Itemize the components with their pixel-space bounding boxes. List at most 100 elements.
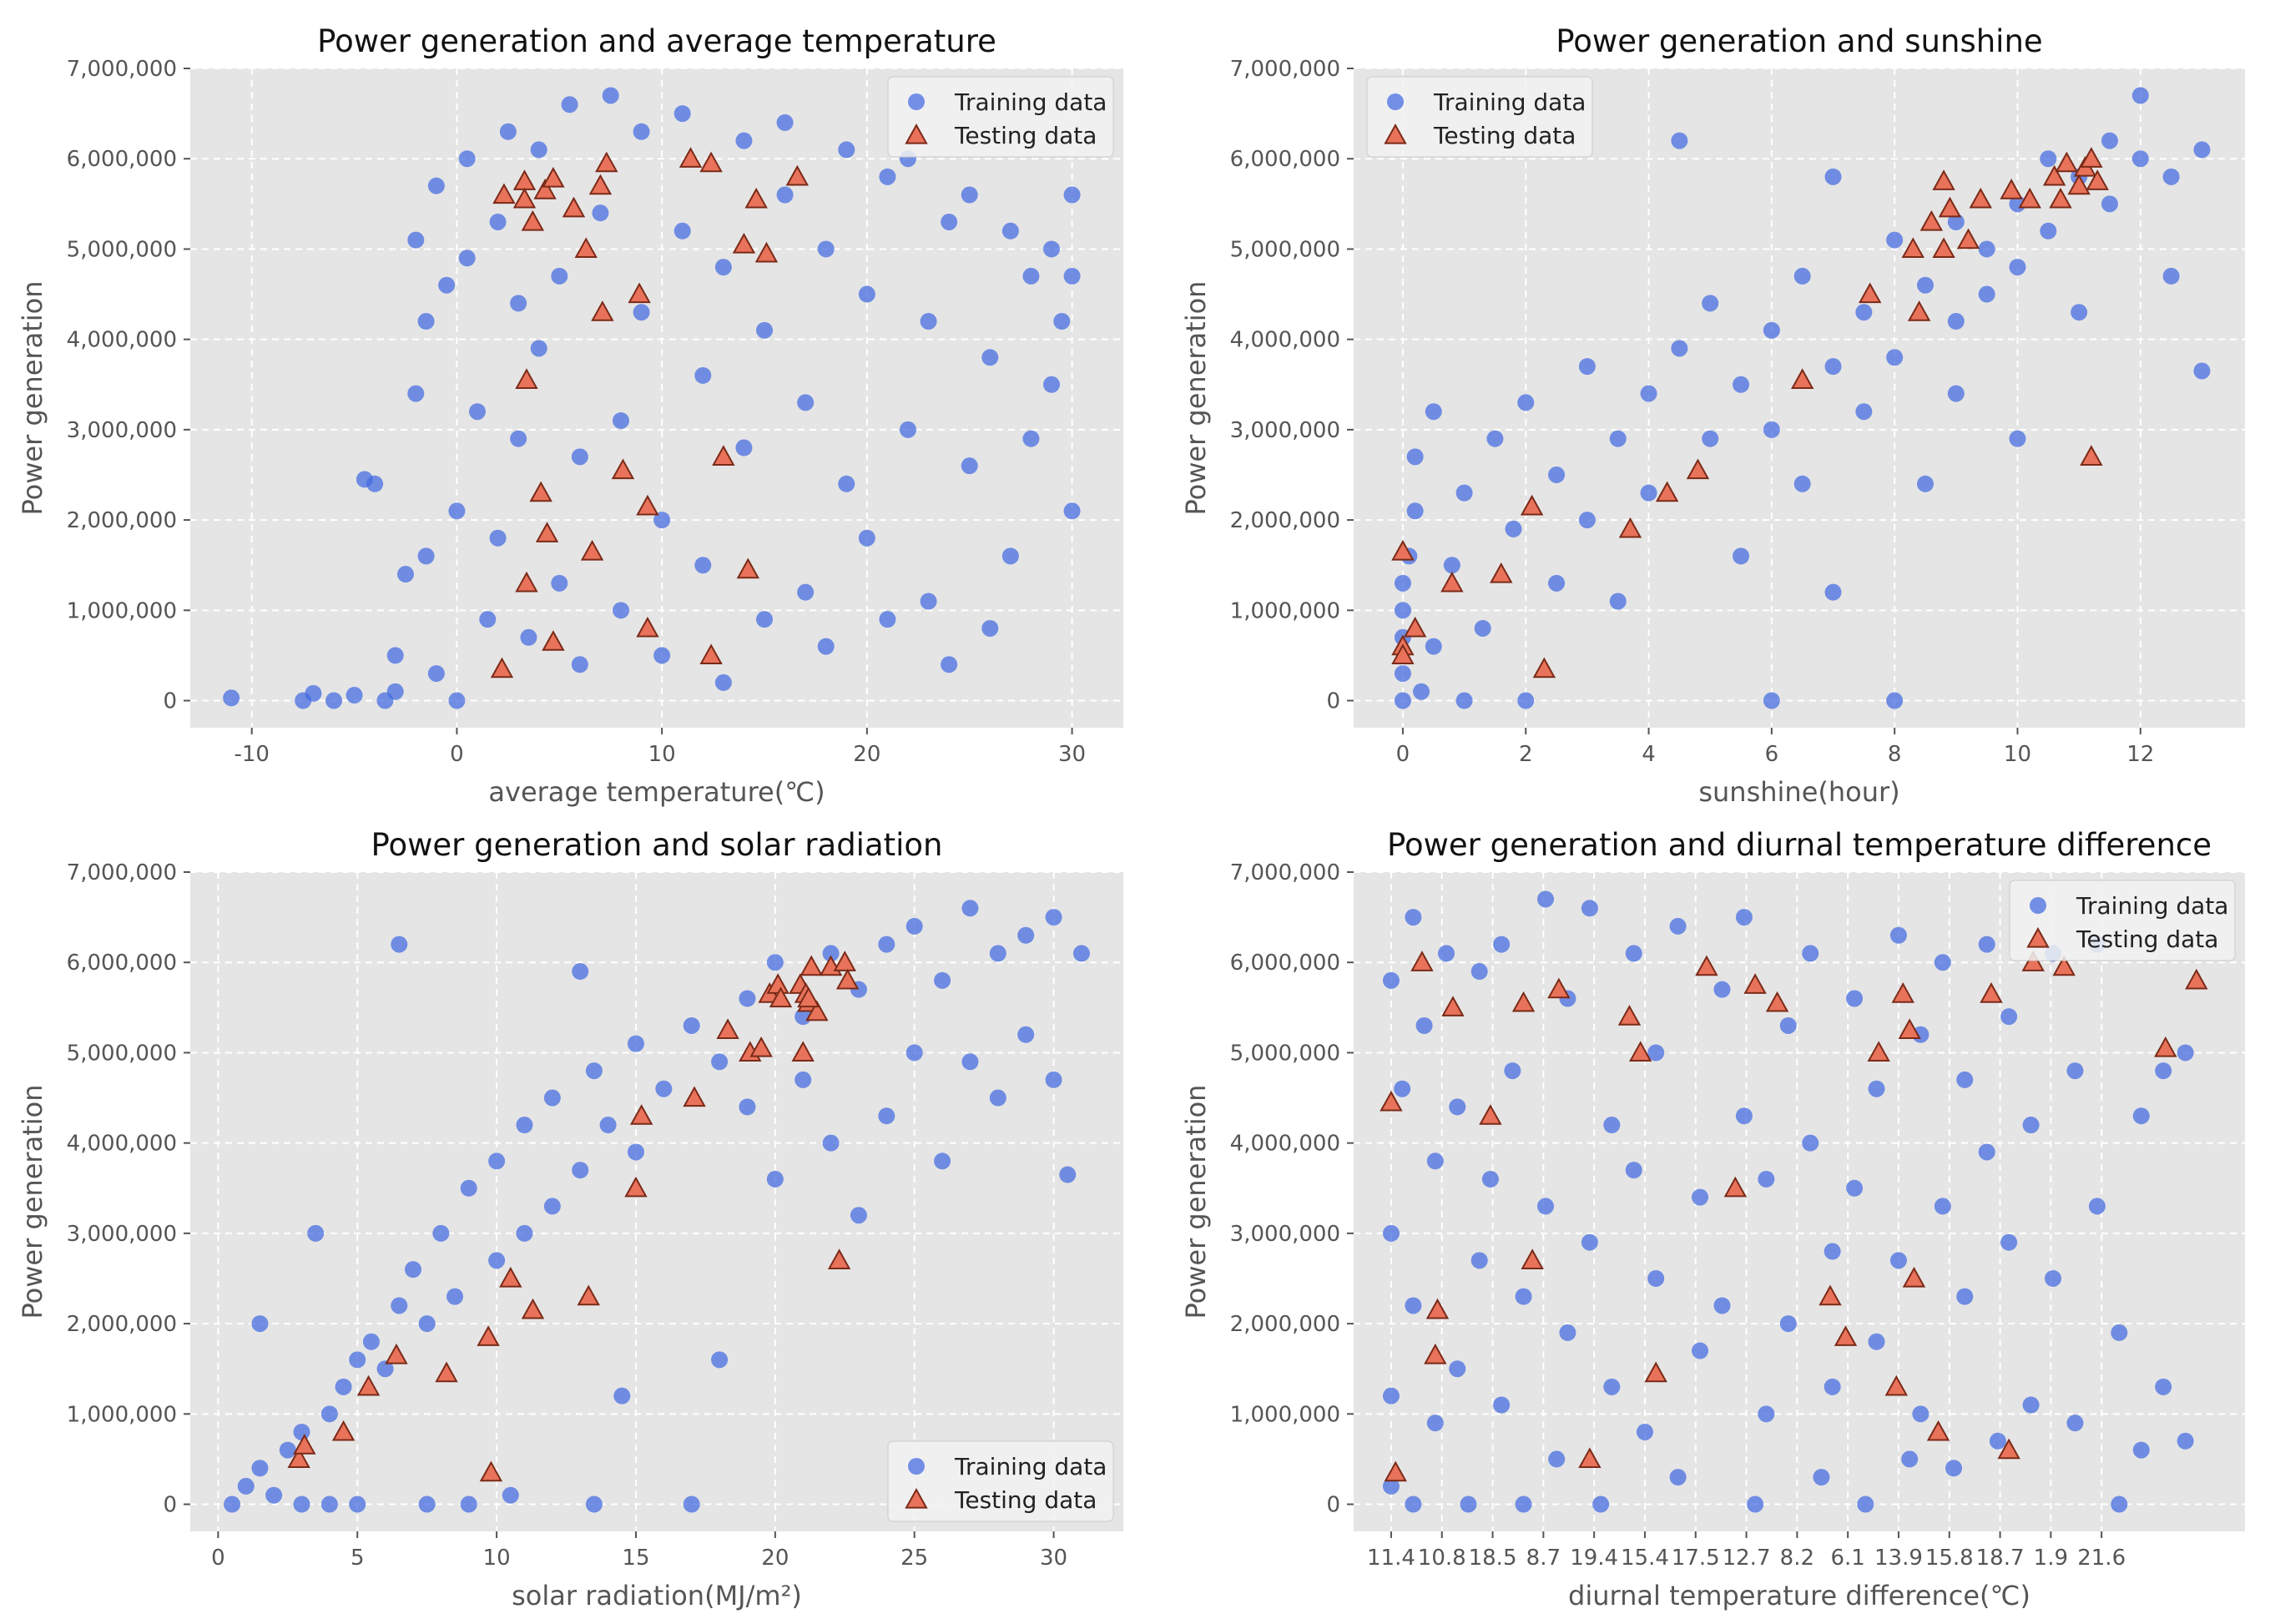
testing-point (736, 557, 760, 579)
testing-point (1834, 1325, 1858, 1346)
training-point (417, 547, 435, 565)
training-point (735, 439, 753, 456)
legend-box (887, 1440, 1114, 1522)
training-point (2193, 362, 2211, 380)
legend: Training data Testing data (1366, 76, 1593, 158)
legend-training-marker (2030, 897, 2046, 914)
testing-point (2052, 955, 2076, 976)
testing-point (1521, 1248, 1544, 1269)
testing-point (2021, 951, 2045, 971)
training-point (2193, 141, 2211, 159)
legend-testing-label: Testing data (1433, 122, 1576, 149)
testing-point (2080, 445, 2103, 466)
training-point (1886, 692, 1904, 709)
testing-point (636, 494, 659, 516)
training-point (920, 593, 937, 610)
testing-point (1380, 1090, 1403, 1112)
y-tick-label: 0 (163, 1493, 177, 1518)
testing-point (1644, 1361, 1667, 1383)
legend-training-label: Training data (954, 1453, 1107, 1480)
training-point (488, 1252, 506, 1269)
training-point (602, 87, 619, 104)
training-point (1733, 547, 1750, 565)
training-point (1733, 376, 1750, 393)
x-tick-label: 25 (900, 1546, 928, 1571)
training-point (469, 403, 486, 421)
y-tick-label: 5,000,000 (1230, 237, 1340, 262)
training-point (1405, 1297, 1422, 1314)
training-point (858, 285, 875, 303)
x-tick-label: 18.7 (1976, 1546, 2025, 1571)
x-tick-label: 13.9 (1874, 1546, 1923, 1571)
training-point (1493, 936, 1511, 953)
training-point (599, 1117, 617, 1134)
y-tick-label: 4,000,000 (1230, 1132, 1340, 1157)
y-tick-label: 2,000,000 (1230, 1312, 1340, 1337)
training-point (432, 1224, 450, 1242)
training-point (397, 566, 414, 583)
training-point (613, 602, 629, 619)
y-tick-label: 5,000,000 (67, 237, 177, 262)
testing-point (1440, 571, 1464, 593)
training-point (1470, 1252, 1488, 1269)
training-point (1504, 1062, 1521, 1080)
training-point (1647, 1044, 1665, 1062)
training-point (1956, 1288, 1974, 1305)
testing-point (629, 1104, 653, 1125)
x-tick-label: 10 (648, 742, 676, 767)
training-point (838, 475, 855, 492)
training-point (714, 673, 732, 691)
training-point (1625, 1162, 1642, 1179)
training-point (1947, 213, 1965, 230)
training-point (1394, 602, 1411, 619)
chart-panels: -10 0 10 20 3001,000,0002,000,0003,000,0004,… (17, 23, 2245, 1611)
testing-point (595, 151, 618, 173)
chart-panel-2: 0 2 4 6 8 10 12 0 1,000,000 2,000,000 3,000,000 4,0… (1180, 23, 2245, 808)
training-point (307, 1224, 325, 1242)
testing-point (732, 232, 756, 254)
testing-point (521, 1298, 545, 1319)
training-point (404, 1261, 421, 1279)
training-point (572, 963, 589, 981)
legend-training-label: Training data (954, 88, 1107, 116)
training-point (346, 687, 363, 704)
training-point (391, 936, 408, 953)
testing-point (515, 571, 538, 593)
training-point (653, 512, 671, 529)
training-point (1460, 1495, 1477, 1513)
training-point (561, 96, 578, 113)
training-point (1578, 358, 1596, 376)
testing-point (1578, 1447, 1602, 1469)
training-point (838, 141, 855, 159)
training-point (1692, 1342, 1709, 1359)
training-point (349, 1351, 366, 1369)
training-point (279, 1441, 296, 1459)
training-point (1813, 1469, 1830, 1486)
y-tick-label: 5,000,000 (67, 1041, 177, 1066)
training-point (458, 250, 476, 267)
x-tick-label: 0 (450, 742, 464, 767)
testing-point (1901, 237, 1924, 259)
training-point (551, 574, 568, 592)
training-point (2000, 1008, 2018, 1026)
x-tick-label: 10 (483, 1546, 511, 1571)
training-point (1536, 1198, 1554, 1215)
training-point (1001, 222, 1019, 240)
training-point (2131, 150, 2149, 168)
testing-point (2055, 151, 2079, 173)
training-point (2131, 87, 2149, 104)
y-tick-label: 4,000,000 (67, 328, 177, 353)
y-axis-label: Power generation (17, 1085, 48, 1319)
training-point (714, 259, 732, 276)
testing-point (1926, 1420, 1950, 1441)
training-point (1536, 890, 1554, 908)
testing-point (800, 955, 823, 976)
training-point (585, 1495, 603, 1513)
x-axis-label: diurnal temperature difference(℃) (1568, 1580, 2030, 1611)
training-point (237, 1477, 255, 1495)
training-point (1505, 520, 1522, 537)
testing-point (562, 196, 586, 218)
testing-point (1969, 187, 1992, 209)
training-point (1824, 168, 1842, 185)
testing-point (1790, 368, 1814, 389)
